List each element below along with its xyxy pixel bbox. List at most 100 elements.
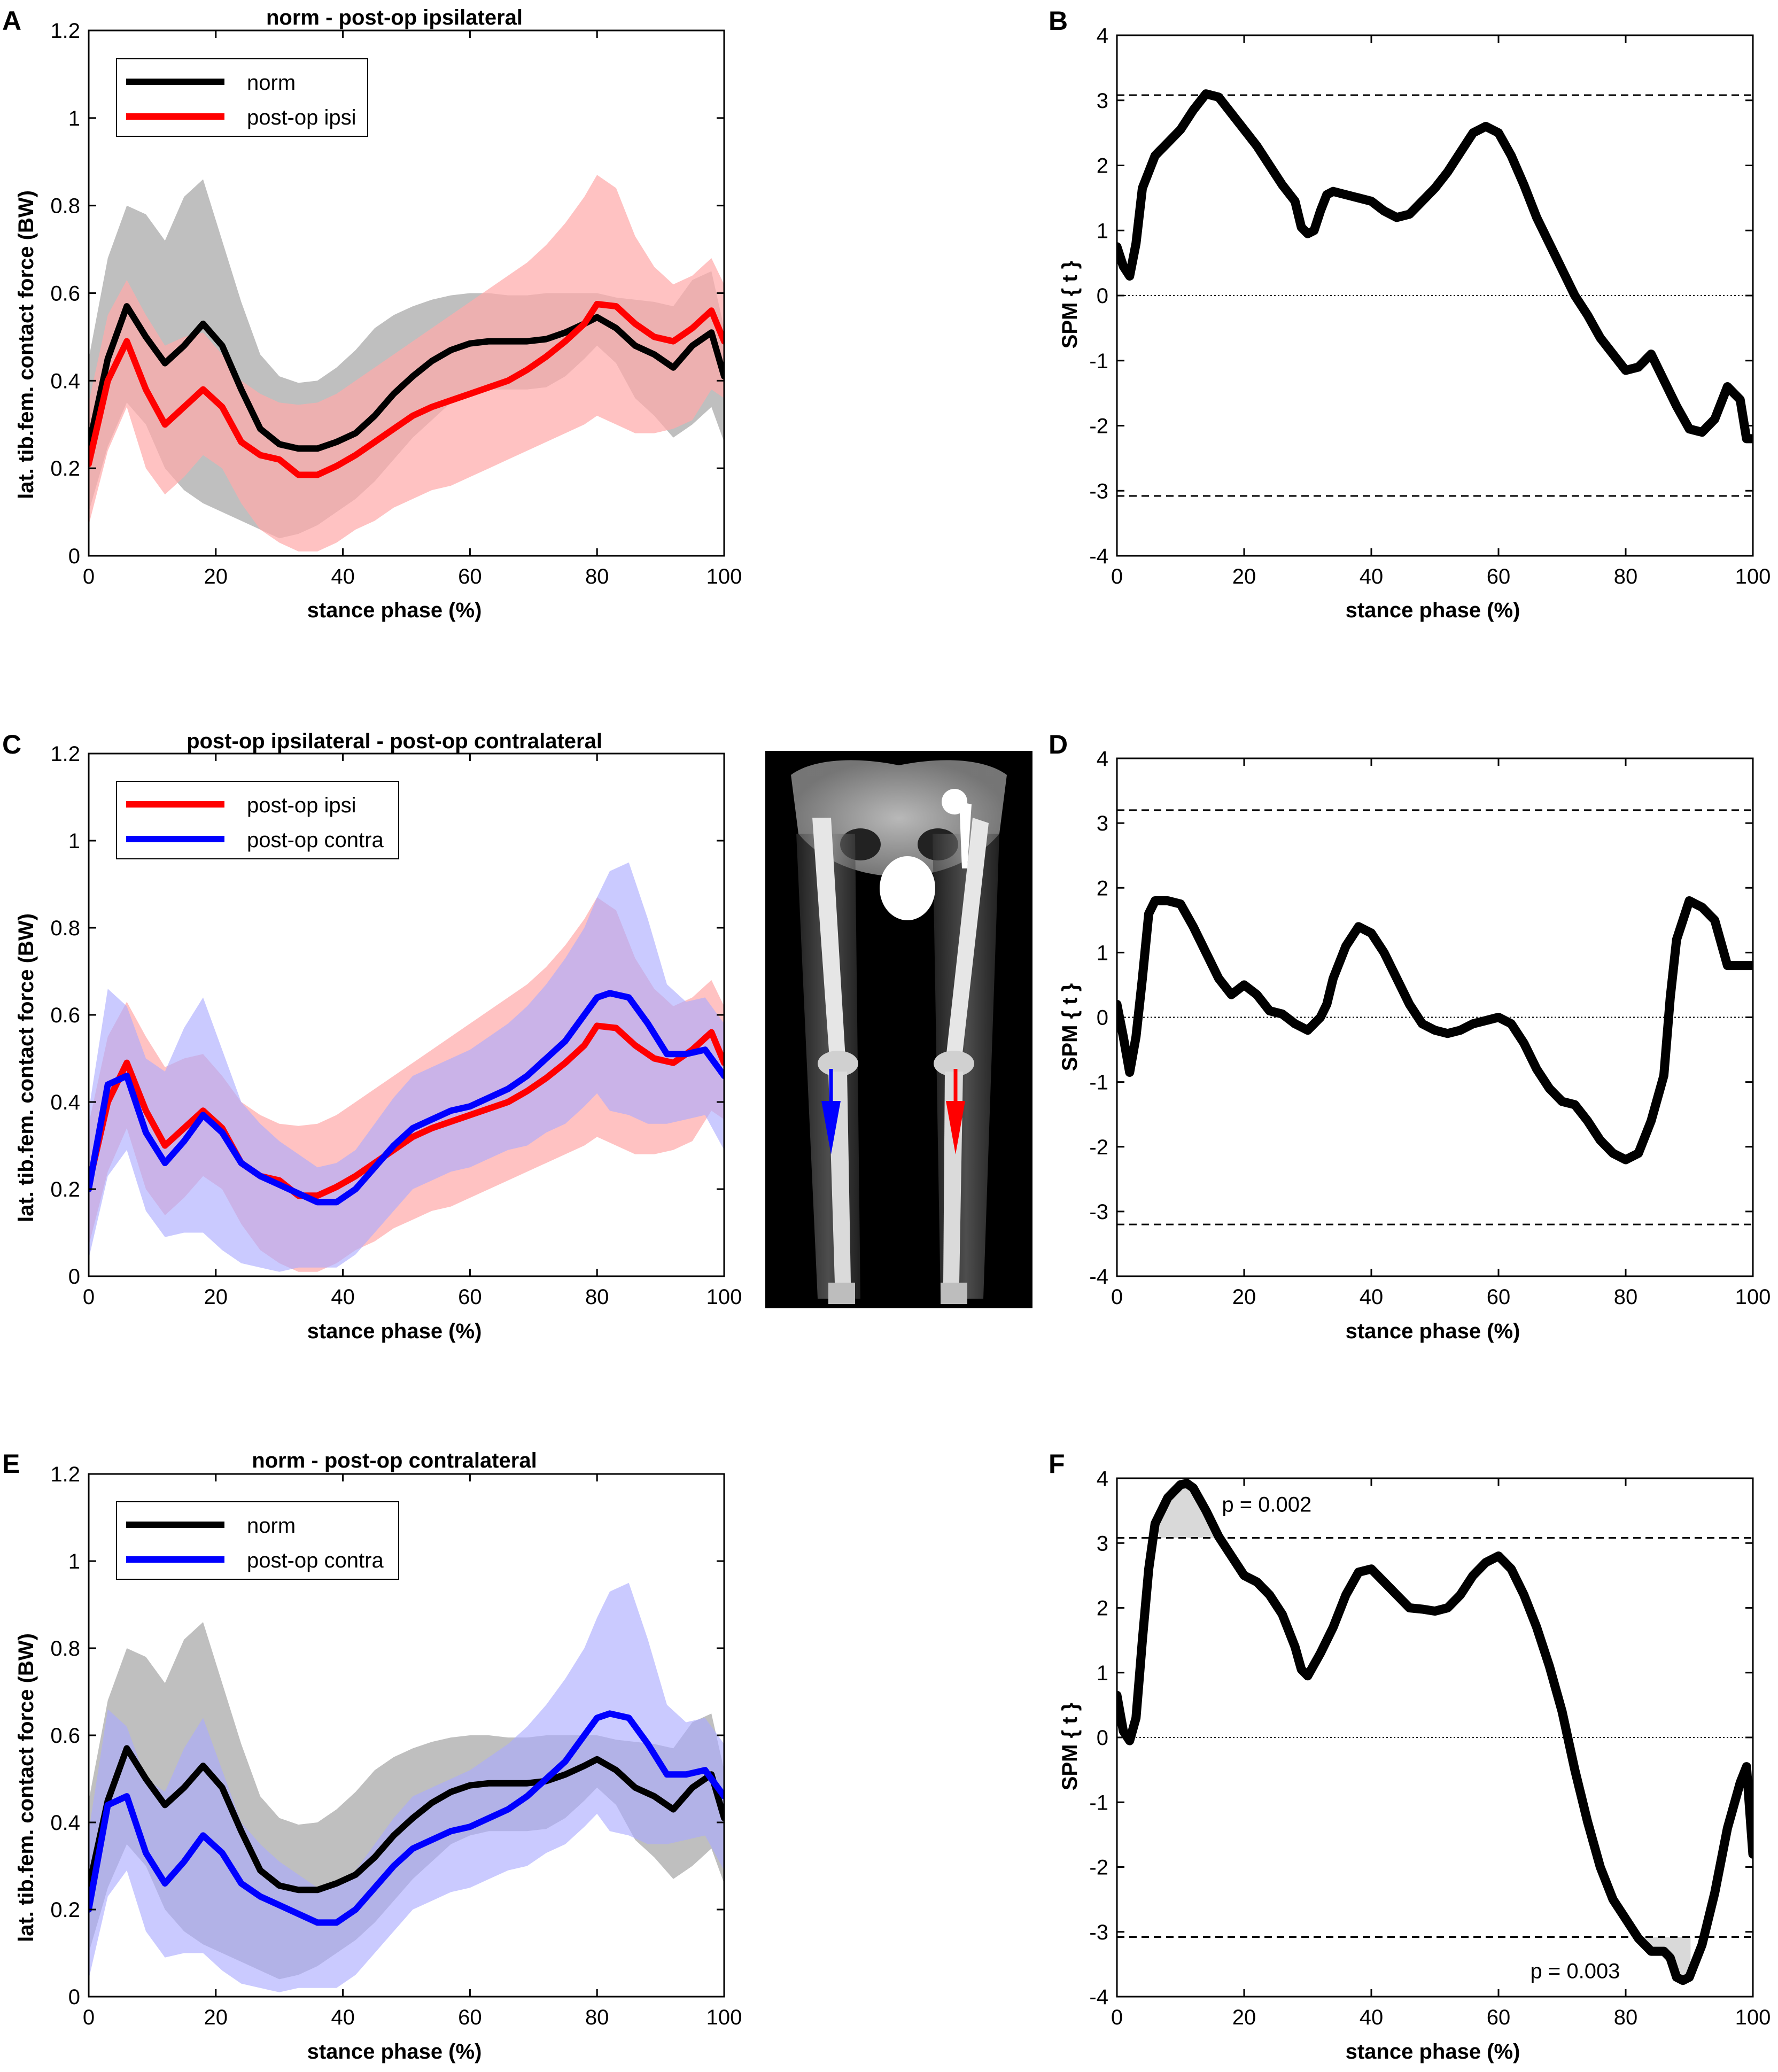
panel-label-c: C: [2, 730, 21, 759]
femur-left: [946, 818, 989, 1058]
legend-box-e: [116, 1501, 399, 1580]
x-tick-label-0-f: 0: [1111, 2006, 1123, 2029]
x-axis-label-d: stance phase (%): [1346, 1320, 1520, 1343]
x-tick-label-20-e: 20: [204, 2006, 228, 2029]
x-tick-label-100-f: 100: [1735, 2006, 1771, 2029]
panel-f: F 0 20 40 60 80 100 -4 -3 -2 -1 0 1 2 3 4 p = 0.002 p…: [1049, 1449, 1771, 2063]
series-line-SPM-t--b: [1117, 89, 1753, 444]
series-line-norm-e: [89, 1745, 724, 1893]
y-tick-label-6-e: 1.2: [50, 1463, 80, 1486]
x-tick-label-80-a: 80: [585, 565, 609, 588]
y-tick-label-7-d: 3: [1097, 812, 1108, 835]
y-tick-label-5-f: 1: [1097, 1662, 1108, 1685]
x-tick-label-0-d: 0: [1111, 1285, 1123, 1309]
panel-c: C post-op ipsilateral - post-op contrala…: [2, 730, 742, 1343]
y-tick-labels-d: -4 -3 -2 -1 0 1 2 3 4: [1089, 747, 1108, 1289]
plot-area-e: [89, 1582, 724, 1992]
y-tick-label-6-f: 2: [1097, 1597, 1108, 1620]
legend-box-c: [116, 781, 399, 859]
y-tick-label-5-c: 1: [68, 829, 80, 853]
y-tick-label-5-b: 1: [1097, 219, 1108, 243]
x-tick-labels-e: 0 20 40 60 80 100: [83, 2006, 742, 2029]
x-tick-label-0-b: 0: [1111, 565, 1123, 588]
plot-area-a: [89, 175, 724, 552]
y-tick-label-6-c: 1.2: [50, 742, 80, 766]
legend-label-contra-c: post-op contra: [247, 828, 384, 852]
x-tick-label-20-f: 20: [1232, 2006, 1256, 2029]
y-axis-label-f: SPM { t }: [1058, 1703, 1082, 1790]
red-arrow-icon: [946, 1069, 965, 1154]
panel-a: A norm - post-op ipsilateral 0 20 40 60 80 10…: [2, 6, 742, 622]
x-tick-labels-f: 0 20 40 60 80 100: [1111, 2006, 1771, 2029]
y-tick-label-2-f: -2: [1089, 1856, 1108, 1880]
x-axis-label-e: stance phase (%): [307, 2040, 482, 2063]
panel-label-e: E: [2, 1449, 20, 1479]
series-line-post-op-contra-c: [89, 990, 724, 1206]
y-tick-label-0-c: 0: [68, 1265, 80, 1289]
y-tick-label-1-e: 0.2: [50, 1898, 80, 1922]
significance-clusters-f: [1159, 1483, 1691, 1981]
y-tick-label-2-c: 0.4: [50, 1091, 80, 1114]
y-tick-label-8-d: 4: [1097, 747, 1108, 771]
panel-label-b: B: [1049, 6, 1068, 36]
ankle-right: [828, 1283, 855, 1304]
axes-c: [88, 752, 725, 1277]
x-tick-label-80-e: 80: [585, 2006, 609, 2029]
hip-implant-stem: [959, 802, 972, 868]
x-tick-label-100-c: 100: [706, 1285, 742, 1309]
axes-b: [1116, 34, 1754, 557]
x-tick-label-60-a: 60: [458, 565, 482, 588]
y-tick-label-3-a: 0.6: [50, 282, 80, 306]
x-tick-label-20-d: 20: [1232, 1285, 1256, 1309]
y-tick-label-2-d: -2: [1089, 1136, 1108, 1159]
y-tick-labels-e: 0 0.2 0.4 0.6 0.8 1 1.2: [50, 1463, 80, 2009]
knee-left: [934, 1051, 974, 1076]
y-tick-label-1-d: -3: [1089, 1200, 1108, 1224]
x-tick-label-40-a: 40: [331, 565, 355, 588]
legend-label-ipsi-a: post-op ipsi: [247, 106, 356, 129]
x-tick-label-40-c: 40: [331, 1285, 355, 1309]
y-tick-label-4-b: 0: [1097, 284, 1108, 308]
legend-box-a: [116, 58, 368, 137]
y-axis-label-d: SPM { t }: [1058, 983, 1082, 1071]
panel-label-f: F: [1049, 1449, 1065, 1479]
y-tick-label-3-f: -1: [1089, 1791, 1108, 1814]
y-tick-label-1-c: 0.2: [50, 1178, 80, 1201]
x-axis-label-c: stance phase (%): [307, 1320, 482, 1343]
y-tick-labels-b: -4 -3 -2 -1 0 1 2 3 4: [1089, 24, 1108, 568]
x-tick-labels-b: 0 20 40 60 80 100: [1111, 565, 1771, 588]
y-tick-labels-a: 0 0.2 0.4 0.6 0.8 1 1.2: [50, 19, 80, 568]
x-tick-label-60-e: 60: [458, 2006, 482, 2029]
y-tick-labels-f: -4 -3 -2 -1 0 1 2 3 4: [1089, 1467, 1108, 2009]
x-tick-label-60-c: 60: [458, 1285, 482, 1309]
y-tick-label-4-f: 0: [1097, 1726, 1108, 1750]
panel-b: B 0 20 40 60 80 100 -4 -3 -2 -1 0 1 2 3 4 stance phas…: [1049, 6, 1771, 622]
series-line-post-op-ipsi-a: [89, 301, 724, 478]
x-tick-label-60-f: 60: [1487, 2006, 1511, 2029]
x-tick-label-40-f: 40: [1360, 2006, 1384, 2029]
axes-e: [88, 1473, 725, 1998]
x-tick-label-80-f: 80: [1614, 2006, 1638, 2029]
x-tick-label-0-c: 0: [83, 1285, 95, 1309]
series-line-post-op-contra-e: [89, 1710, 724, 1926]
plot-area-b: [1117, 89, 1753, 497]
legend-label-contra-e: post-op contra: [247, 1549, 384, 1572]
y-tick-label-1-a: 0.2: [50, 457, 80, 480]
x-tick-label-80-c: 80: [585, 1285, 609, 1309]
plot-area-f: [1117, 1479, 1753, 1985]
plot-area-c: [89, 862, 724, 1272]
y-tick-label-0-b: -4: [1089, 545, 1108, 568]
x-tick-label-20-a: 20: [204, 565, 228, 588]
legend-label-ipsi-c: post-op ipsi: [247, 794, 356, 817]
y-tick-label-7-b: 3: [1097, 89, 1108, 113]
y-tick-label-8-f: 4: [1097, 1467, 1108, 1491]
x-tick-label-60-b: 60: [1487, 565, 1511, 588]
y-tick-label-4-c: 0.8: [50, 917, 80, 940]
x-tick-labels-a: 0 20 40 60 80 100: [83, 565, 742, 588]
y-tick-label-4-d: 0: [1097, 1006, 1108, 1030]
radiopaque-shield: [880, 856, 935, 920]
y-tick-label-2-b: -2: [1089, 415, 1108, 438]
y-tick-label-2-e: 0.4: [50, 1811, 80, 1835]
ankle-left: [941, 1283, 967, 1304]
series-line-post-op-ipsi-c: [89, 1022, 724, 1199]
